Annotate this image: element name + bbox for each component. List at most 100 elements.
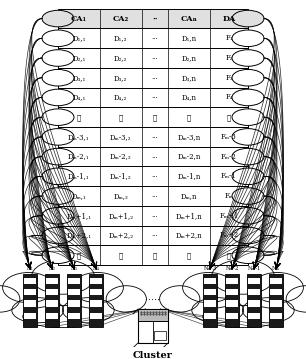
Text: Dₘ,n: Dₘ,n xyxy=(181,192,197,200)
Text: Dₘ+1,₁: Dₘ+1,₁ xyxy=(66,212,91,220)
Text: Fₘ-3: Fₘ-3 xyxy=(221,133,237,141)
Ellipse shape xyxy=(232,188,264,204)
Text: ···: ··· xyxy=(151,133,158,141)
Text: Nₘ-1: Nₘ-1 xyxy=(247,266,261,271)
Bar xyxy=(90,313,102,319)
Bar xyxy=(24,289,36,295)
Bar xyxy=(138,309,168,321)
Text: Fₘ: Fₘ xyxy=(225,192,233,200)
Text: ⋮: ⋮ xyxy=(227,251,231,259)
Text: N₂: N₂ xyxy=(48,266,55,271)
Text: Fₘ-1: Fₘ-1 xyxy=(221,172,237,180)
Bar xyxy=(58,167,248,186)
Bar xyxy=(90,289,102,295)
Bar xyxy=(58,68,248,88)
Bar xyxy=(67,274,81,327)
Ellipse shape xyxy=(42,168,74,185)
Text: ··: ·· xyxy=(152,15,158,23)
Text: Dₘ-2,n: Dₘ-2,n xyxy=(177,153,201,160)
Text: ···: ··· xyxy=(151,232,158,239)
Bar xyxy=(204,278,216,284)
Ellipse shape xyxy=(62,298,114,323)
Text: D₂,₁: D₂,₁ xyxy=(72,54,86,62)
Text: Dₘ+2,₁: Dₘ+2,₁ xyxy=(66,232,91,239)
Bar xyxy=(46,278,58,284)
Ellipse shape xyxy=(42,148,74,165)
Text: ···: ··· xyxy=(151,212,158,220)
Text: D₂,n: D₂,n xyxy=(181,54,196,62)
Text: ⋮: ⋮ xyxy=(77,113,81,121)
Bar xyxy=(204,313,216,319)
Text: DA: DA xyxy=(222,15,236,23)
Text: D₁,n: D₁,n xyxy=(181,34,197,42)
Text: D₃,₂: D₃,₂ xyxy=(114,74,127,82)
Ellipse shape xyxy=(252,272,303,303)
Ellipse shape xyxy=(42,247,74,264)
Ellipse shape xyxy=(232,30,264,47)
Text: ⋮: ⋮ xyxy=(227,113,231,121)
Text: Fₘ+2: Fₘ+2 xyxy=(219,232,239,239)
Ellipse shape xyxy=(232,208,264,224)
Text: D₄,₁: D₄,₁ xyxy=(72,93,86,102)
Text: N₄: N₄ xyxy=(92,266,99,271)
Text: Cluster: Cluster xyxy=(133,351,173,359)
Text: Dₘ-2,₁: Dₘ-2,₁ xyxy=(68,153,90,160)
Text: Dₘ+2,n: Dₘ+2,n xyxy=(176,232,203,239)
Text: Dₘ-3,₁: Dₘ-3,₁ xyxy=(68,133,90,141)
Text: ⋮: ⋮ xyxy=(187,251,191,259)
Text: ···: ··· xyxy=(151,93,158,102)
Text: D₄,n: D₄,n xyxy=(181,93,196,102)
Ellipse shape xyxy=(232,148,264,165)
Text: Dₘ-1,₂: Dₘ-1,₂ xyxy=(110,172,132,180)
Text: ⋮: ⋮ xyxy=(187,113,191,121)
Text: Dₘ,₂: Dₘ,₂ xyxy=(113,192,128,200)
Bar xyxy=(58,147,248,167)
Text: Nₘ-3: Nₘ-3 xyxy=(203,266,217,271)
Ellipse shape xyxy=(211,260,274,294)
Ellipse shape xyxy=(42,50,74,66)
Ellipse shape xyxy=(232,168,264,185)
Ellipse shape xyxy=(32,260,95,294)
Text: F₁: F₁ xyxy=(225,34,233,42)
Bar xyxy=(58,48,248,68)
Text: CAₙ: CAₙ xyxy=(181,15,197,23)
Text: ···: ··· xyxy=(151,153,158,160)
Bar xyxy=(68,289,80,295)
Ellipse shape xyxy=(232,227,264,244)
Bar xyxy=(58,186,248,206)
Text: Dₘ-2,₂: Dₘ-2,₂ xyxy=(110,153,132,160)
Bar xyxy=(270,278,282,284)
Text: D₁,₁: D₁,₁ xyxy=(72,34,86,42)
Bar xyxy=(23,274,37,327)
Text: ···: ··· xyxy=(151,192,158,200)
Bar xyxy=(89,274,103,327)
Text: ⋱: ⋱ xyxy=(153,251,157,259)
Ellipse shape xyxy=(12,298,64,323)
Text: F₂: F₂ xyxy=(225,54,233,62)
Bar xyxy=(154,331,166,340)
Ellipse shape xyxy=(232,89,264,106)
Text: CA₁: CA₁ xyxy=(71,15,87,23)
Text: N₁: N₁ xyxy=(27,266,33,271)
Ellipse shape xyxy=(183,272,234,303)
Bar xyxy=(58,245,248,265)
Text: F₃: F₃ xyxy=(225,74,233,82)
Ellipse shape xyxy=(42,227,74,244)
Text: Nₘ: Nₘ xyxy=(272,266,280,271)
Text: F₄: F₄ xyxy=(225,93,233,102)
Bar xyxy=(270,313,282,319)
Bar xyxy=(248,289,260,295)
Bar xyxy=(46,289,58,295)
Text: Dₘ-1,n: Dₘ-1,n xyxy=(177,172,201,180)
Text: D₃,n: D₃,n xyxy=(181,74,196,82)
Text: ⋱: ⋱ xyxy=(153,113,157,121)
Bar xyxy=(226,300,238,307)
Bar xyxy=(58,127,248,147)
Bar xyxy=(270,289,282,295)
Ellipse shape xyxy=(203,306,283,327)
Text: ⋮: ⋮ xyxy=(118,251,123,259)
Text: ···: ··· xyxy=(151,34,158,42)
Bar xyxy=(226,278,238,284)
Bar xyxy=(270,300,282,307)
Bar xyxy=(24,278,36,284)
